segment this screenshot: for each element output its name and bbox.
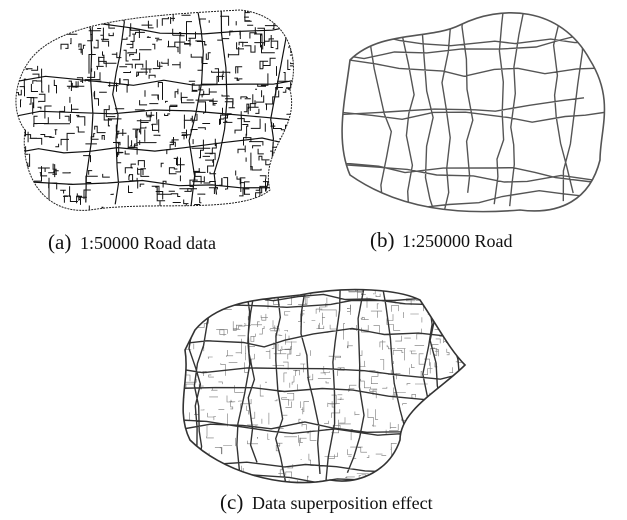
panel-caption: 1:250000 Road	[402, 231, 513, 251]
figure: (a) 1:50000 Road data (b) 1:250000 Road …	[0, 0, 627, 520]
map-b	[335, 5, 613, 219]
boundary	[183, 290, 465, 483]
panel-caption: Data superposition effect	[252, 493, 433, 513]
panel-tag: (b)	[370, 228, 395, 252]
panel-caption: 1:50000 Road data	[80, 233, 216, 253]
map-c	[175, 280, 480, 497]
panel-tag: (a)	[48, 230, 71, 254]
road-network	[0, 0, 316, 227]
road-network	[180, 285, 467, 490]
road-network	[7, 5, 299, 206]
panel-tag: (c)	[220, 490, 243, 514]
map-a	[0, 0, 316, 227]
page: (a) 1:50000 Road data (b) 1:250000 Road …	[0, 0, 627, 520]
road-network	[335, 5, 613, 219]
